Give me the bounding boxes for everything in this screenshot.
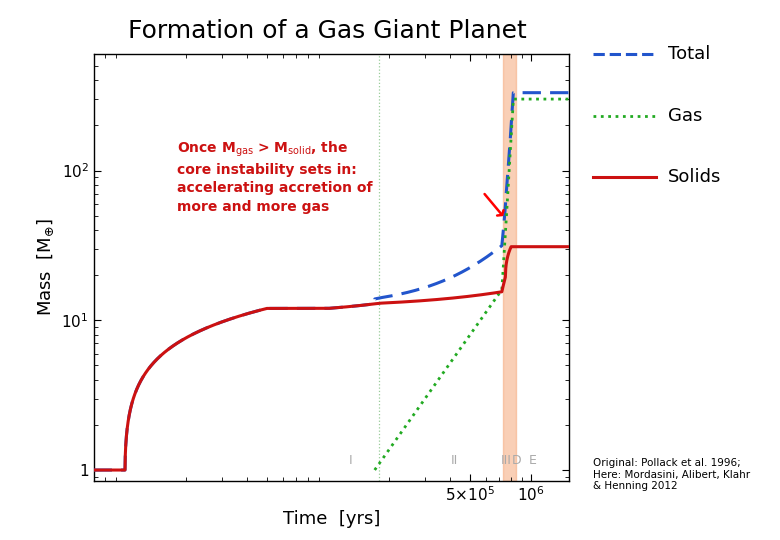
Total — [509, 90, 518, 96]
Solids — [271, 305, 281, 312]
Gas — [446, 359, 456, 366]
Total — [271, 305, 281, 312]
Solids — [176, 338, 185, 345]
Text: Original: Pollack et al. 1996;
Here: Mordasini, Alibert, Klahr
& Henning 2012: Original: Pollack et al. 1996; Here: Mor… — [593, 458, 750, 491]
Solids — [482, 291, 491, 297]
Text: III: III — [502, 454, 512, 467]
Gas — [482, 307, 491, 314]
Gas — [376, 458, 385, 465]
Text: I: I — [349, 454, 353, 467]
Bar — [503, 54, 516, 481]
X-axis label: Time  [yrs]: Time [yrs] — [283, 510, 380, 528]
Text: Total: Total — [668, 45, 711, 63]
Line: Gas: Gas — [374, 99, 573, 470]
Total — [482, 253, 491, 260]
Solids — [506, 244, 516, 250]
Text: Formation of a Gas Giant Planet: Formation of a Gas Giant Planet — [128, 19, 527, 43]
Total — [568, 90, 577, 96]
Text: Gas: Gas — [668, 106, 703, 125]
Solids — [400, 299, 410, 305]
Text: E: E — [529, 454, 537, 467]
Y-axis label: Mass  [M$_{\oplus}$]: Mass [M$_{\oplus}$] — [36, 218, 56, 316]
Line: Solids: Solids — [94, 247, 573, 470]
Total — [400, 290, 410, 296]
Total — [89, 467, 98, 473]
Total — [446, 274, 456, 281]
Solids — [446, 295, 456, 301]
Solids — [89, 467, 98, 473]
Text: Once M$_{\rm gas}$ > M$_{\rm solid}$, the
core instability sets in:
accelerating: Once M$_{\rm gas}$ > M$_{\rm solid}$, th… — [177, 139, 372, 214]
Gas — [400, 424, 410, 430]
Gas — [568, 96, 577, 102]
Solids — [376, 300, 385, 306]
Line: Total: Total — [94, 93, 573, 470]
Solids — [568, 244, 577, 250]
Text: II: II — [451, 454, 458, 467]
Text: D: D — [512, 454, 522, 467]
Total — [376, 294, 385, 301]
Text: Solids: Solids — [668, 168, 722, 186]
Total — [176, 338, 185, 345]
